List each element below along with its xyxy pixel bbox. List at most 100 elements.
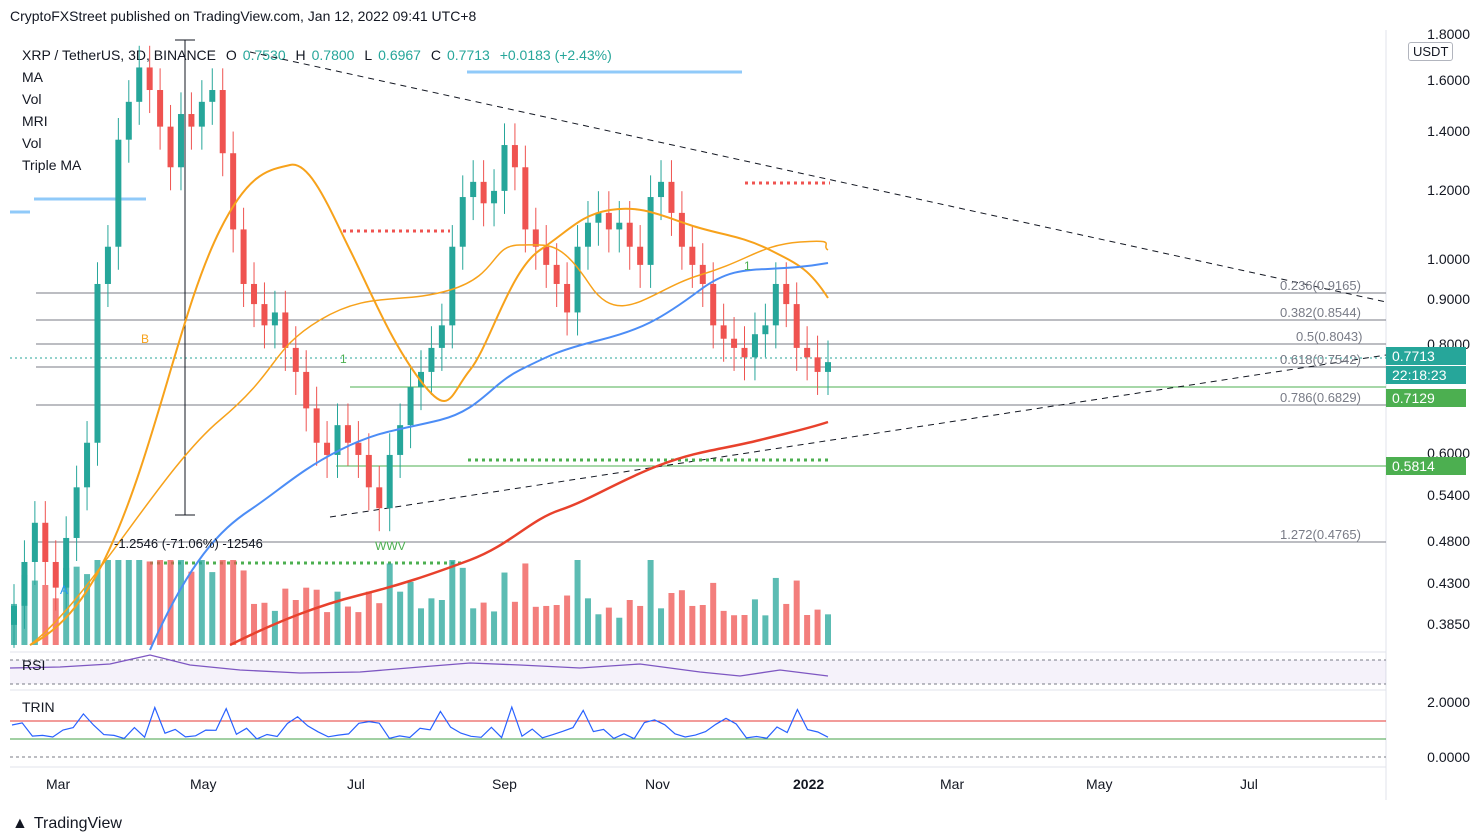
candle xyxy=(584,222,591,247)
volume-bar xyxy=(386,563,393,645)
candle xyxy=(84,442,91,488)
candle xyxy=(626,222,633,247)
trin-pane-label[interactable]: TRIN xyxy=(22,699,55,715)
close-label: C xyxy=(430,47,441,63)
candle xyxy=(543,246,550,265)
marker-1b: 1 xyxy=(744,259,751,273)
candle xyxy=(324,442,331,455)
indicator-vol-2[interactable]: Vol xyxy=(22,135,42,151)
price-tick: 0.4300 xyxy=(1427,575,1470,591)
ma-red xyxy=(229,420,829,647)
symbol-label[interactable]: XRP / TetherUS, 3D, BINANCE xyxy=(22,47,216,63)
candle xyxy=(209,90,216,102)
candle xyxy=(125,101,132,140)
candle xyxy=(42,522,49,562)
candle xyxy=(188,114,195,127)
candle xyxy=(63,537,70,588)
candle xyxy=(136,67,143,102)
candle xyxy=(574,246,581,313)
candle xyxy=(710,283,717,326)
fib-lines xyxy=(36,292,1386,543)
volume-bar xyxy=(355,612,362,645)
volume-bar xyxy=(532,606,539,645)
price-tick: 1.8000 xyxy=(1427,26,1470,42)
volume-bar xyxy=(720,610,727,645)
low-label: L xyxy=(364,47,373,63)
indicator-triple-ma[interactable]: Triple MA xyxy=(22,157,82,173)
volume-bar xyxy=(376,603,383,645)
candle xyxy=(240,229,247,284)
trin-tick: 2.0000 xyxy=(1427,694,1470,710)
time-tick: Sep xyxy=(492,776,517,792)
volume-bar xyxy=(157,560,164,645)
fib-label-0236: 0.236(0.9165) xyxy=(1280,278,1361,293)
volume-bar xyxy=(616,617,623,645)
fib-label-1272: 1.272(0.4765) xyxy=(1280,527,1361,542)
volume-bar xyxy=(522,563,529,645)
rsi-line xyxy=(9,654,829,677)
volume-bar xyxy=(605,607,612,645)
candle xyxy=(261,304,268,326)
time-tick: Jul xyxy=(1240,776,1258,792)
tradingview-logo-icon: ▲ xyxy=(12,815,28,832)
volume-bar xyxy=(470,608,477,645)
volume-bar xyxy=(564,595,571,645)
volume-bar xyxy=(63,567,70,645)
volume-bar xyxy=(136,560,143,645)
candle xyxy=(772,283,779,326)
publisher-line: CryptoFXStreet published on TradingView.… xyxy=(10,8,477,24)
volume-bar xyxy=(251,603,258,645)
open-label: O xyxy=(225,47,237,63)
candle xyxy=(793,304,800,348)
fib-label-0382: 0.382(0.8544) xyxy=(1280,305,1361,320)
marker-b: B xyxy=(141,332,149,346)
volume-bar xyxy=(282,588,289,645)
candle xyxy=(104,246,111,284)
candle xyxy=(219,90,226,154)
candle xyxy=(428,347,435,372)
candle xyxy=(292,347,299,372)
indicator-ma[interactable]: MA xyxy=(22,69,43,85)
volume-bar xyxy=(261,602,268,645)
volume-bar xyxy=(689,605,696,645)
time-tick: Mar xyxy=(940,776,965,792)
marker-a: A xyxy=(60,583,68,597)
candle xyxy=(157,90,164,127)
candle xyxy=(365,454,372,488)
volume-bar xyxy=(449,560,456,645)
candle xyxy=(438,325,445,348)
candle xyxy=(386,454,393,509)
volume-bar xyxy=(303,587,310,645)
candle xyxy=(230,153,237,230)
volume-bar xyxy=(42,585,49,645)
rsi-pane-label[interactable]: RSI xyxy=(22,657,46,673)
volume-group xyxy=(11,560,831,645)
descending-trendline[interactable] xyxy=(249,51,1387,303)
candles-group xyxy=(11,45,831,648)
currency-unit-box[interactable]: USDT xyxy=(1408,42,1454,61)
candle xyxy=(115,139,122,247)
candle xyxy=(825,362,831,372)
volume-bar xyxy=(125,560,132,645)
volume-bar xyxy=(783,603,790,645)
candle xyxy=(480,181,487,204)
price-tick: 0.3850 xyxy=(1427,616,1470,632)
volume-bar xyxy=(198,560,205,645)
indicator-mri[interactable]: MRI xyxy=(22,113,48,129)
indicator-vol[interactable]: Vol xyxy=(22,91,42,107)
measure-tool[interactable] xyxy=(175,39,195,516)
tradingview-brand[interactable]: ▲ TradingView xyxy=(12,815,122,833)
volume-bar xyxy=(647,560,654,645)
ascending-trendline[interactable] xyxy=(329,354,1387,518)
volume-bar xyxy=(668,593,675,645)
fib-label-0786: 0.786(0.6829) xyxy=(1280,390,1361,405)
volume-bar xyxy=(219,560,226,645)
candle xyxy=(73,487,80,538)
candle xyxy=(52,561,59,588)
volume-bar xyxy=(324,612,331,645)
volume-bar xyxy=(731,615,738,645)
volume-bar xyxy=(658,608,665,645)
candle xyxy=(678,212,685,247)
volume-bar xyxy=(230,560,237,645)
